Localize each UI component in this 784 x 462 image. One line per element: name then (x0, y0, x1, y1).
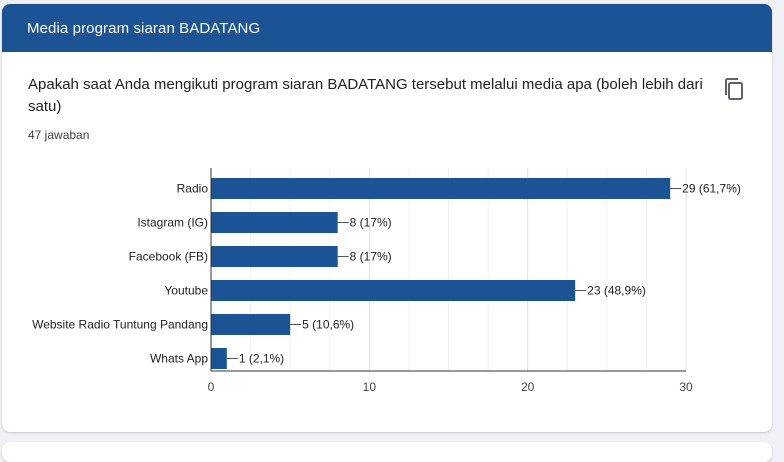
bar (211, 178, 671, 199)
category-label: Whats App (150, 352, 208, 366)
category-label: Istagram (IG) (137, 216, 208, 230)
x-tick-label: 10 (363, 380, 377, 394)
x-tick-label: 0 (208, 380, 215, 394)
copy-icon (725, 78, 743, 100)
section-title: Media program siaran BADATANG (27, 19, 261, 37)
category-label: Website Radio Tuntung Pandang (32, 318, 208, 332)
category-label: Radio (177, 182, 209, 196)
copy-chart-button[interactable] (721, 76, 747, 104)
response-count: 47 jawaban (28, 128, 90, 142)
bar (211, 246, 338, 267)
data-label: 1 (2,1%) (239, 352, 284, 366)
data-label: 23 (48,9%) (587, 284, 646, 298)
data-label: 8 (17%) (350, 216, 392, 230)
category-label: Facebook (FB) (129, 250, 208, 264)
section-header: Media program siaran BADATANG (2, 4, 772, 52)
category-label: Youtube (164, 284, 208, 298)
data-label: 29 (61,7%) (682, 182, 741, 196)
data-label: 8 (17%) (350, 250, 392, 264)
x-tick-label: 30 (679, 380, 693, 394)
bar (211, 348, 227, 369)
bar-chart: 0 10 20 30 Radio 29 (61,7%) Istagram (IG) 8 (17… (32, 168, 741, 394)
question-text: Apakah saat Anda mengikuti program siara… (28, 76, 703, 115)
bar (211, 280, 576, 301)
data-label: 5 (10,6%) (302, 318, 354, 332)
x-tick-label: 20 (521, 380, 535, 394)
bar (211, 212, 338, 233)
question-card: Media program siaran BADATANG Apakah saa… (2, 4, 772, 432)
next-card (2, 442, 772, 462)
bar (211, 314, 291, 335)
